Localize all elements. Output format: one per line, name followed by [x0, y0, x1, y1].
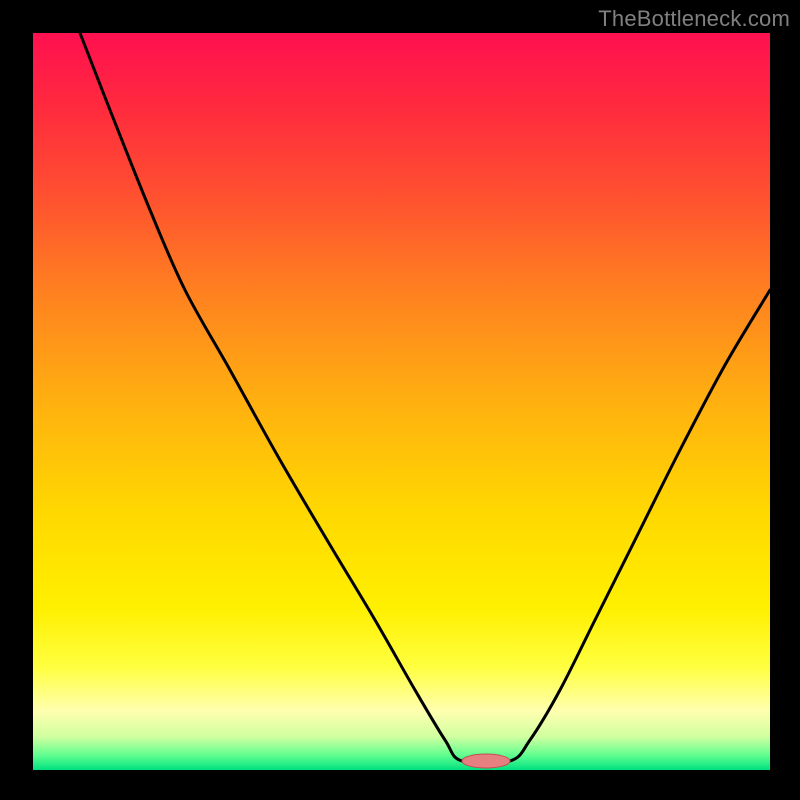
bottleneck-chart	[0, 0, 800, 800]
watermark-text: TheBottleneck.com	[598, 6, 790, 32]
chart-container: TheBottleneck.com	[0, 0, 800, 800]
optimal-marker	[462, 754, 510, 768]
plot-background	[33, 33, 770, 770]
